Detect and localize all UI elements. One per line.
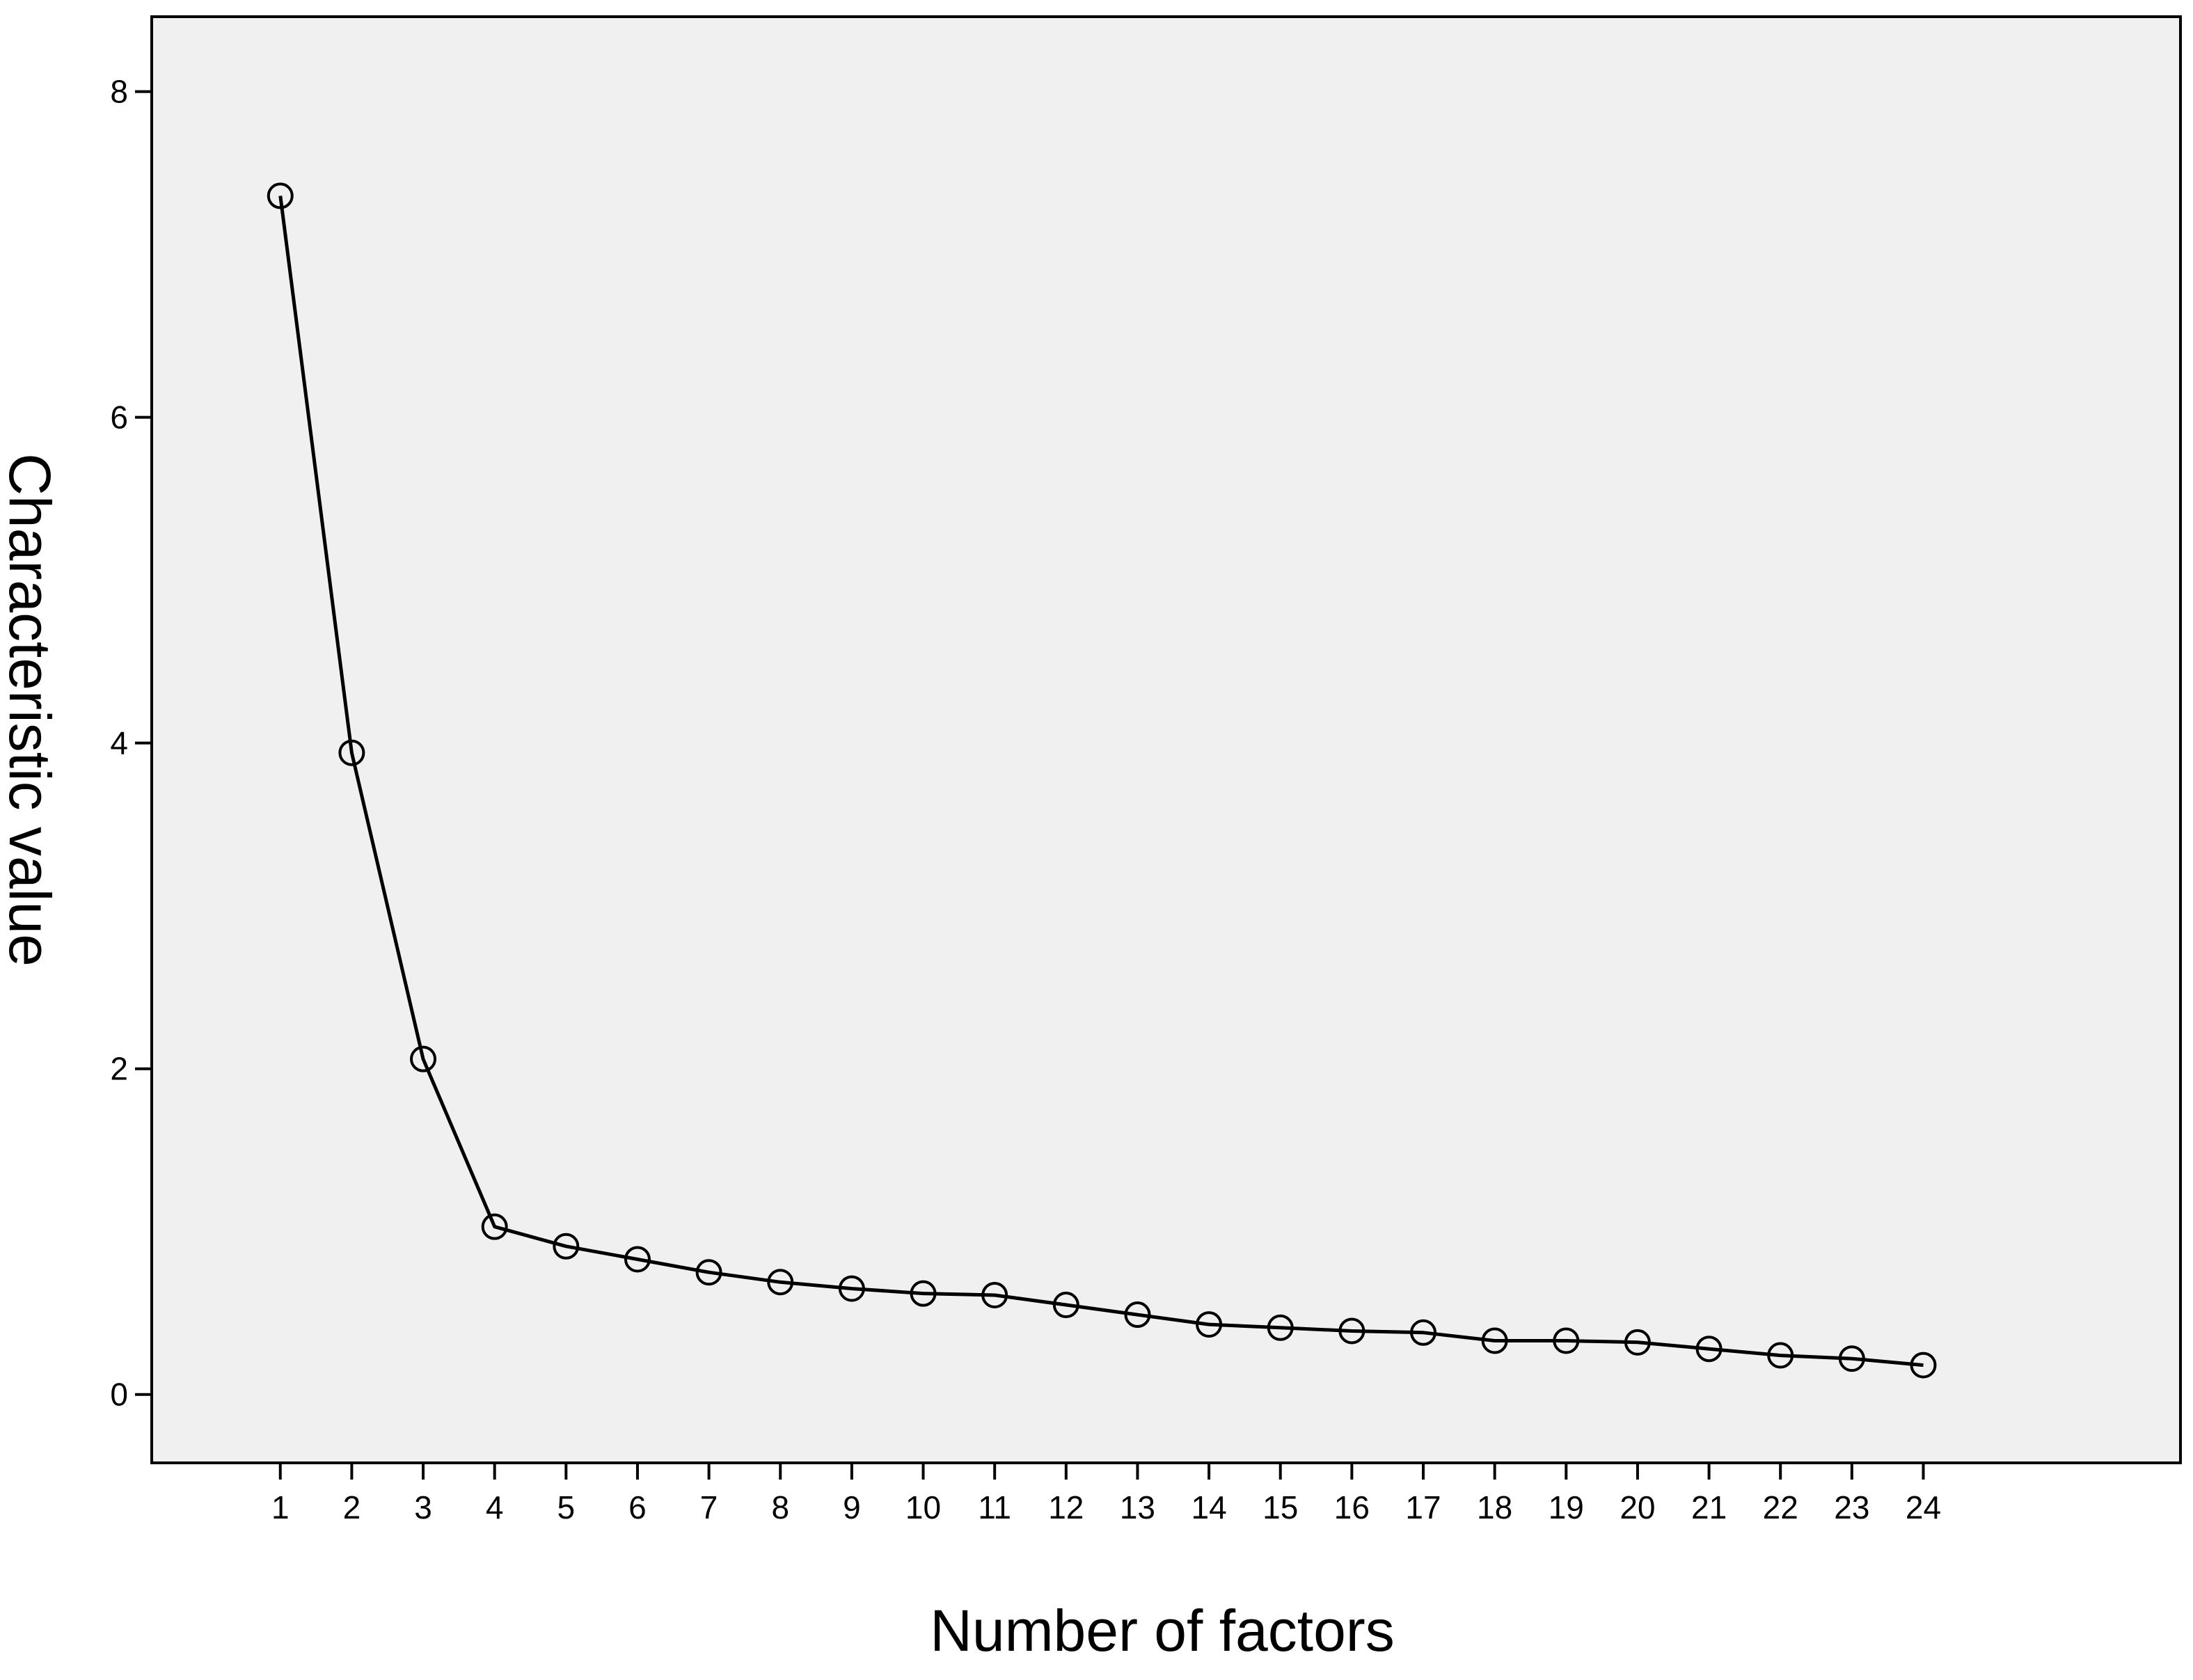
x-tick-label: 8 — [771, 1489, 789, 1526]
x-tick-label: 7 — [700, 1489, 718, 1526]
data-point — [1910, 1352, 1937, 1379]
data-point — [481, 1213, 508, 1240]
data-point — [1553, 1327, 1580, 1354]
x-tick-label: 1 — [271, 1489, 290, 1526]
x-tick-label: 14 — [1191, 1489, 1226, 1526]
data-point — [695, 1259, 722, 1286]
x-tick-label: 10 — [905, 1489, 941, 1526]
x-tick-label: 2 — [343, 1489, 361, 1526]
x-tick-label: 4 — [486, 1489, 504, 1526]
x-axis-title: Number of factors — [930, 1598, 1395, 1663]
x-tick-label: 15 — [1262, 1489, 1298, 1526]
x-tick-label: 21 — [1691, 1489, 1727, 1526]
data-point — [1410, 1319, 1437, 1346]
x-tick-label: 5 — [557, 1489, 576, 1526]
data-point — [267, 182, 294, 209]
data-point — [1481, 1327, 1508, 1354]
y-tick-label: 8 — [110, 74, 128, 110]
data-point — [1624, 1329, 1651, 1356]
data-point — [553, 1233, 580, 1260]
data-point — [624, 1246, 651, 1273]
x-tick-label: 6 — [628, 1489, 647, 1526]
plot-area — [150, 15, 2182, 1464]
y-tick-label: 0 — [110, 1377, 128, 1413]
data-point — [1196, 1311, 1223, 1338]
x-tick-label: 20 — [1620, 1489, 1655, 1526]
y-tick-label: 2 — [110, 1051, 128, 1087]
data-point — [1267, 1314, 1294, 1341]
x-tick-label: 9 — [843, 1489, 861, 1526]
data-point — [1338, 1317, 1365, 1345]
x-tick-label: 3 — [414, 1489, 432, 1526]
data-point — [838, 1275, 865, 1302]
x-tick-label: 19 — [1549, 1489, 1584, 1526]
x-tick-label: 23 — [1834, 1489, 1869, 1526]
series-layer — [267, 182, 1937, 1379]
data-point — [910, 1280, 937, 1307]
x-tick-label: 18 — [1477, 1489, 1512, 1526]
data-point — [1124, 1301, 1151, 1329]
x-tick-label: 13 — [1120, 1489, 1155, 1526]
data-point — [1838, 1345, 1865, 1372]
y-tick-label: 4 — [110, 725, 128, 761]
data-point — [767, 1269, 794, 1296]
data-point — [1052, 1292, 1079, 1319]
x-tick-label: 17 — [1405, 1489, 1441, 1526]
x-tick-label: 16 — [1334, 1489, 1370, 1526]
data-point — [410, 1045, 437, 1072]
y-axis-title: Characteristic value — [0, 453, 63, 967]
x-tick-label: 12 — [1048, 1489, 1084, 1526]
y-tick-label: 6 — [110, 399, 128, 436]
data-point — [1695, 1336, 1723, 1363]
x-tick-label: 22 — [1763, 1489, 1798, 1526]
data-point — [981, 1281, 1008, 1308]
data-point — [338, 739, 365, 766]
data-point — [1767, 1342, 1794, 1369]
x-tick-label: 24 — [1906, 1489, 1941, 1526]
x-tick-label: 11 — [978, 1489, 1011, 1526]
